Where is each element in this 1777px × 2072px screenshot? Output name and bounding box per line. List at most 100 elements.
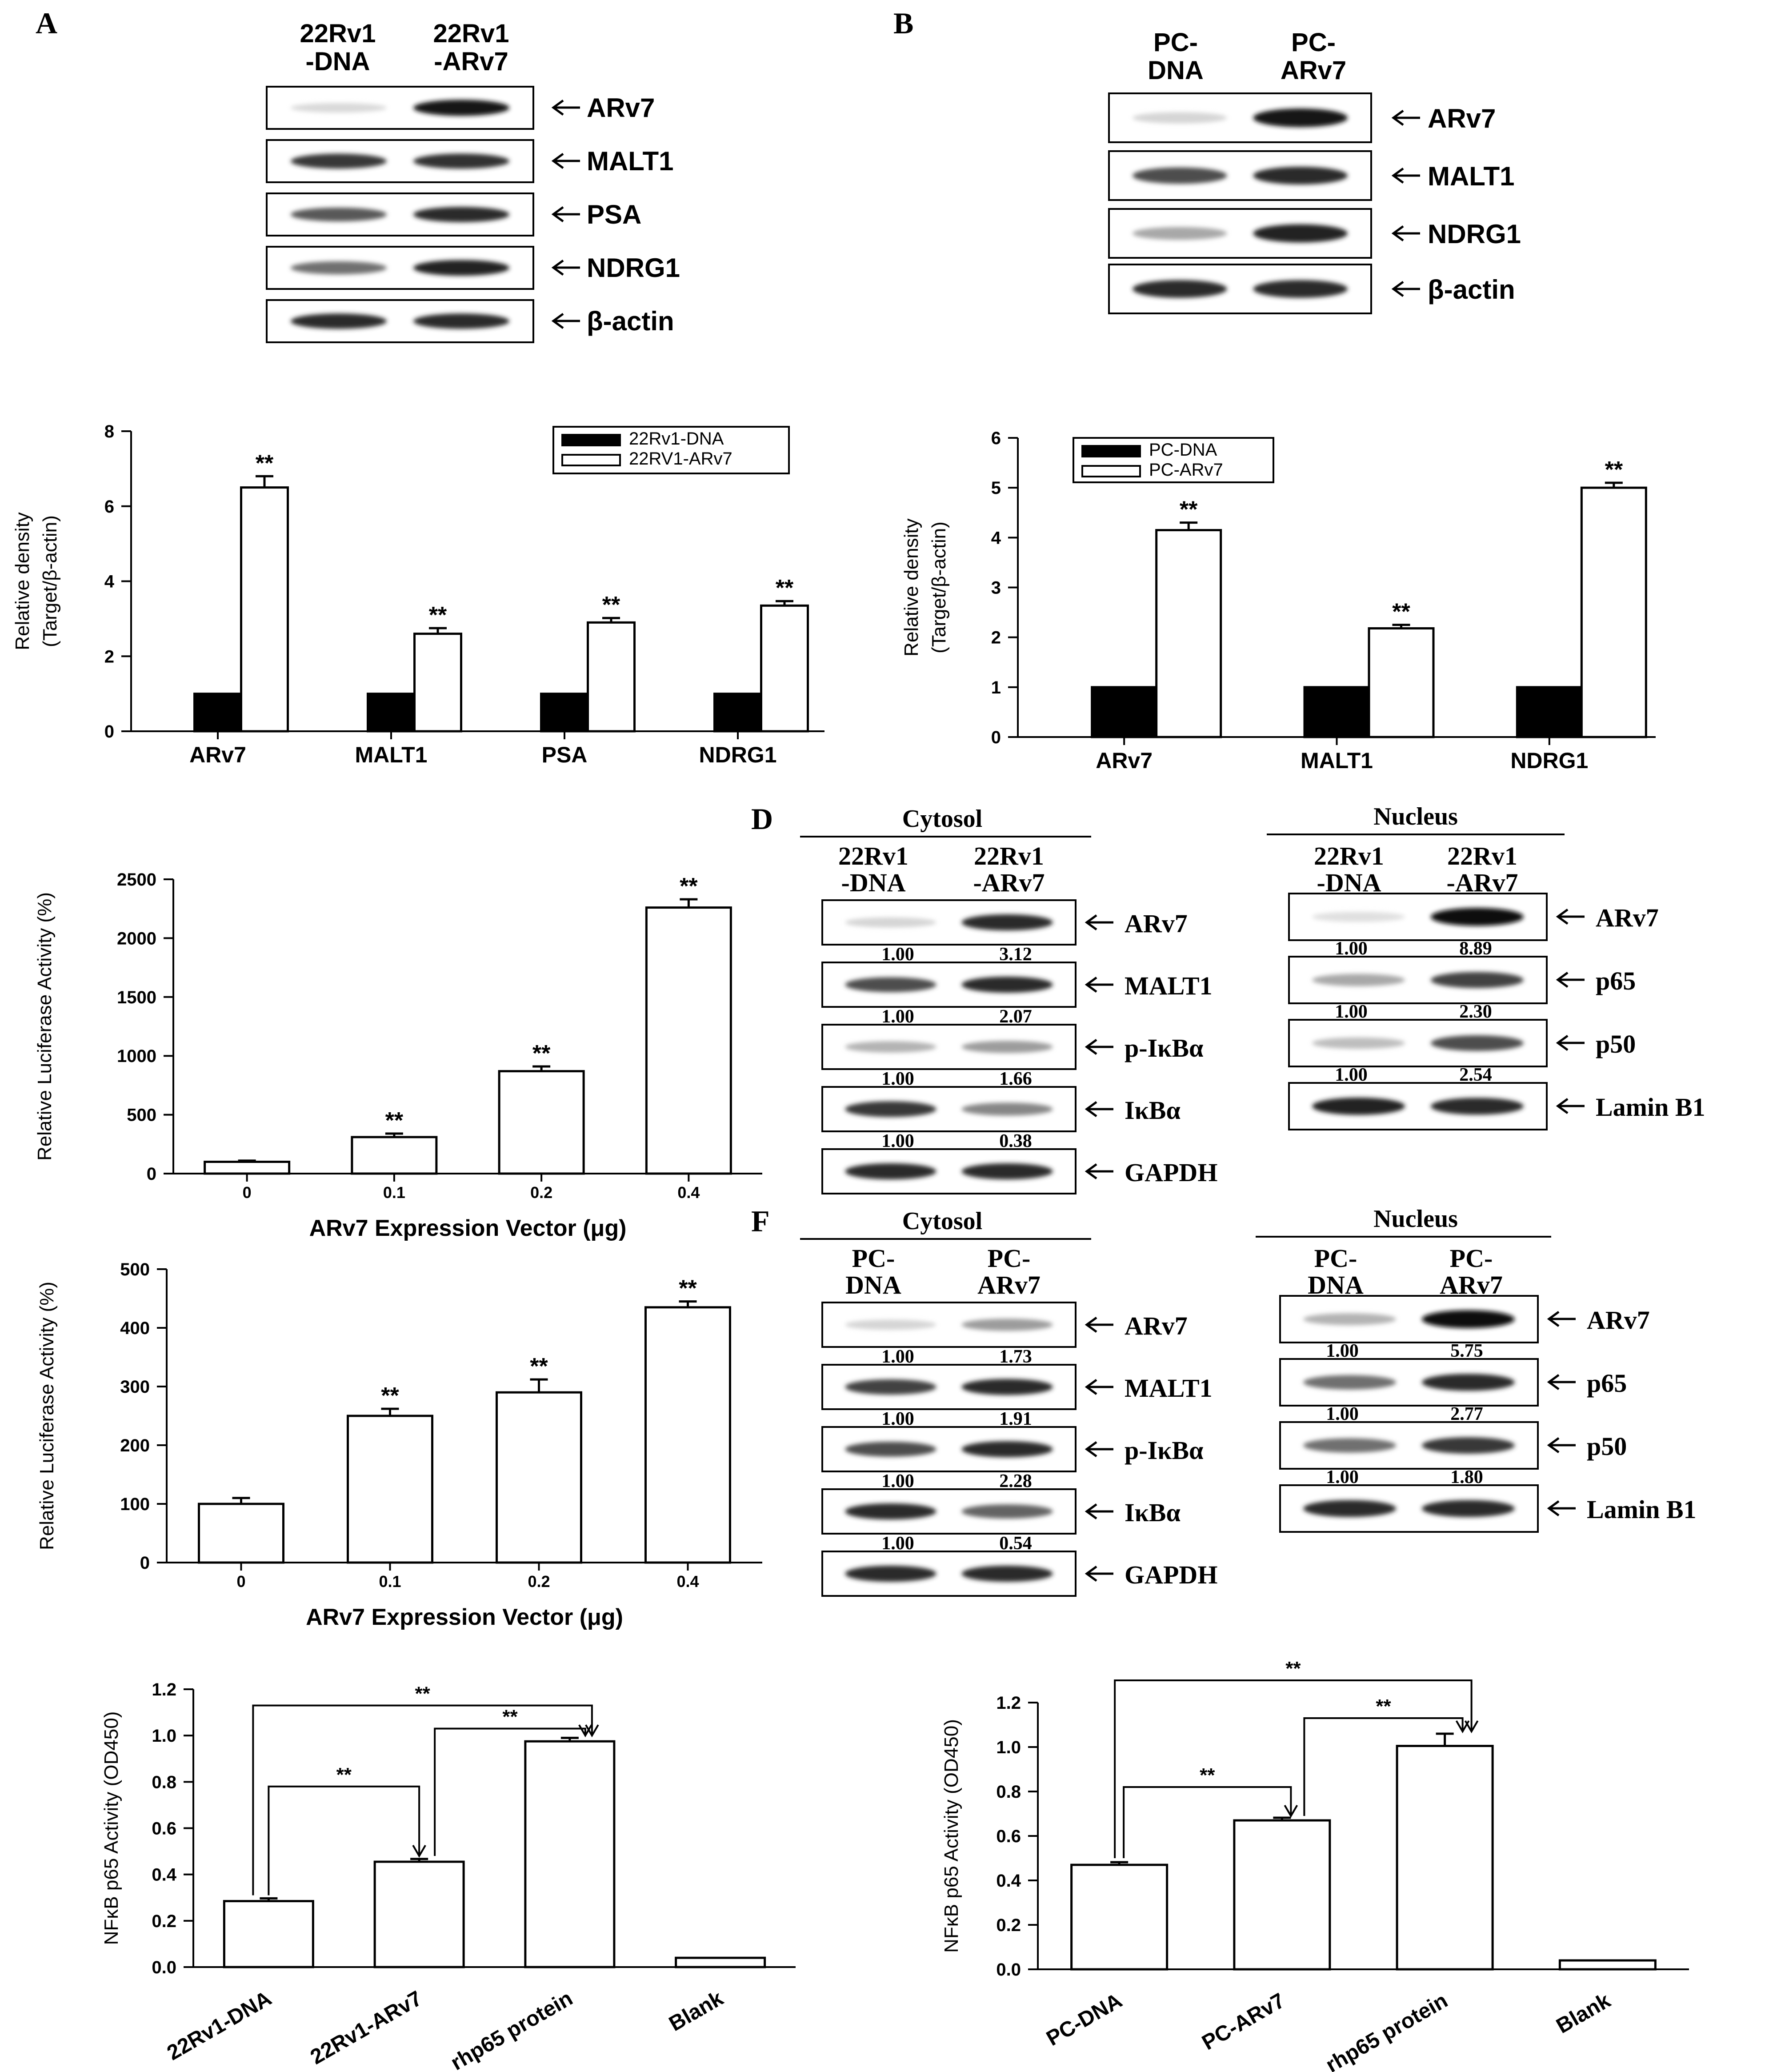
arrow-icon [1391,225,1420,242]
arrow-head [551,259,564,276]
blot-band-lane1 [1133,227,1227,240]
density-value: 1.00 [881,1131,914,1151]
arrow-icon [551,206,580,223]
blot-ARv7 [1288,893,1548,941]
legend-label: PC-ARv7 [1149,460,1223,480]
y-tick-label: 500 [127,1106,156,1125]
y-tick-label: 1 [991,678,1001,697]
y-tick-label: 6 [104,497,114,517]
arrow-head [1547,1374,1560,1391]
blot-band-lane1 [291,207,387,222]
y-axis-label: Relative density [901,518,922,657]
y-tick-label: 0.0 [996,1960,1021,1980]
panel-label-B: B [893,6,913,40]
bar [223,1900,314,1968]
blot-band-lane1 [1303,1375,1397,1390]
lane-header: -ARv7 [434,47,508,76]
blot-p50 [1279,1421,1539,1470]
y-tick-label: 200 [120,1436,150,1455]
arrow-head [1391,167,1404,184]
density-value: 1.80 [1450,1467,1483,1487]
band-label: p65 [1587,1369,1627,1398]
density-value: 0.54 [999,1533,1032,1554]
arrow-icon [1391,281,1420,297]
blot-band-lane1 [1133,112,1227,124]
lane-header: PC- [1314,1244,1357,1273]
bar [413,633,462,733]
blot-p65 [1279,1358,1539,1407]
arrow-head [551,313,564,329]
y-tick-label: 0 [140,1553,150,1573]
blot-p65 [1288,956,1548,1004]
y-tick-label: 2000 [117,929,156,948]
blot-band-lane2 [1431,908,1524,926]
bar [351,1136,438,1175]
significance-mark: ** [530,1354,548,1379]
lane-header: ARv7 [977,1270,1041,1299]
y-tick-label: 0.8 [996,1782,1021,1802]
blot-band-lane2 [1431,972,1524,988]
density-value: 5.75 [1450,1341,1483,1361]
blot-band-lane2 [1431,1098,1524,1115]
arrow-icon [1556,1098,1585,1114]
lane-header: 22Rv1 [974,842,1044,870]
y-tick-label: 0.4 [152,1865,176,1885]
density-value: 1.00 [881,944,914,965]
blot-β-actin [266,299,534,343]
arrow-head [1085,1038,1097,1055]
y-tick-label: 5 [991,478,1001,498]
legend-label: 22RV1-ARv7 [629,449,732,469]
legend-swatch [561,434,621,446]
band-label: β-actin [587,306,674,336]
density-value: 3.12 [999,944,1032,965]
lane-header: 22Rv1 [433,19,509,48]
band-label: NDRG1 [587,253,680,283]
arrow-icon [1085,914,1113,931]
arrow-icon [551,152,580,169]
bar [1091,686,1158,738]
band-label: ARv7 [587,93,655,123]
x-tick-label: PC-DNA [1042,1989,1126,2051]
arrow-head [1085,1101,1097,1118]
arrow-head [1085,1441,1097,1458]
arrow-icon [1085,976,1113,993]
lane-header: DNA [1148,56,1204,85]
bar [240,486,289,733]
y-tick-label: 4 [991,528,1001,548]
blot-band-lane1 [291,103,387,113]
significance-mark: ** [381,1383,399,1409]
bar [1233,1819,1331,1971]
nucleus-title: Nucleus [1373,1205,1458,1233]
y-axis-label: Relative Luciferase Activity (%) [36,1282,58,1550]
x-tick-label: ARv7 [1096,748,1153,773]
blot-band-lane1 [1312,974,1405,986]
bar [713,693,762,733]
x-tick-label: 0 [236,1572,245,1591]
blot-band-lane2 [961,1441,1053,1458]
band-label: ARv7 [1596,903,1659,932]
blot-band-lane1 [845,1163,937,1180]
band-label: GAPDH [1125,1158,1217,1187]
significance-mark: ** [602,592,620,618]
arrow-head [1085,1163,1097,1180]
blot-band-lane1 [1133,167,1227,184]
significance-mark: ** [1605,457,1623,483]
blot-band-lane1 [845,1503,937,1520]
bar [1580,486,1647,738]
blot-NDRG1 [1108,208,1372,259]
comparison-bracket [434,1727,586,1856]
bar [496,1391,582,1564]
y-axis-label: NFκB p65 Activity (OD450) [941,1719,962,1953]
H-chart: 0.0 0.2 0.4 0.6 0.8 1.0 1.2 NFκB p65 Activity (… [941,1658,1689,2072]
blot-band-lane1 [845,977,937,992]
density-value: 1.00 [881,1347,914,1367]
band-label: p65 [1596,966,1636,995]
x-tick-label: 22Rv1-ARv7 [307,1987,426,2069]
lane-header: -DNA [841,868,906,897]
cytosol-title: Cytosol [902,1207,982,1235]
comparison-bracket [1303,1717,1464,1816]
bar [193,693,242,733]
comparison-bracket [268,1785,420,1896]
y-tick-label: 1.2 [152,1680,176,1699]
